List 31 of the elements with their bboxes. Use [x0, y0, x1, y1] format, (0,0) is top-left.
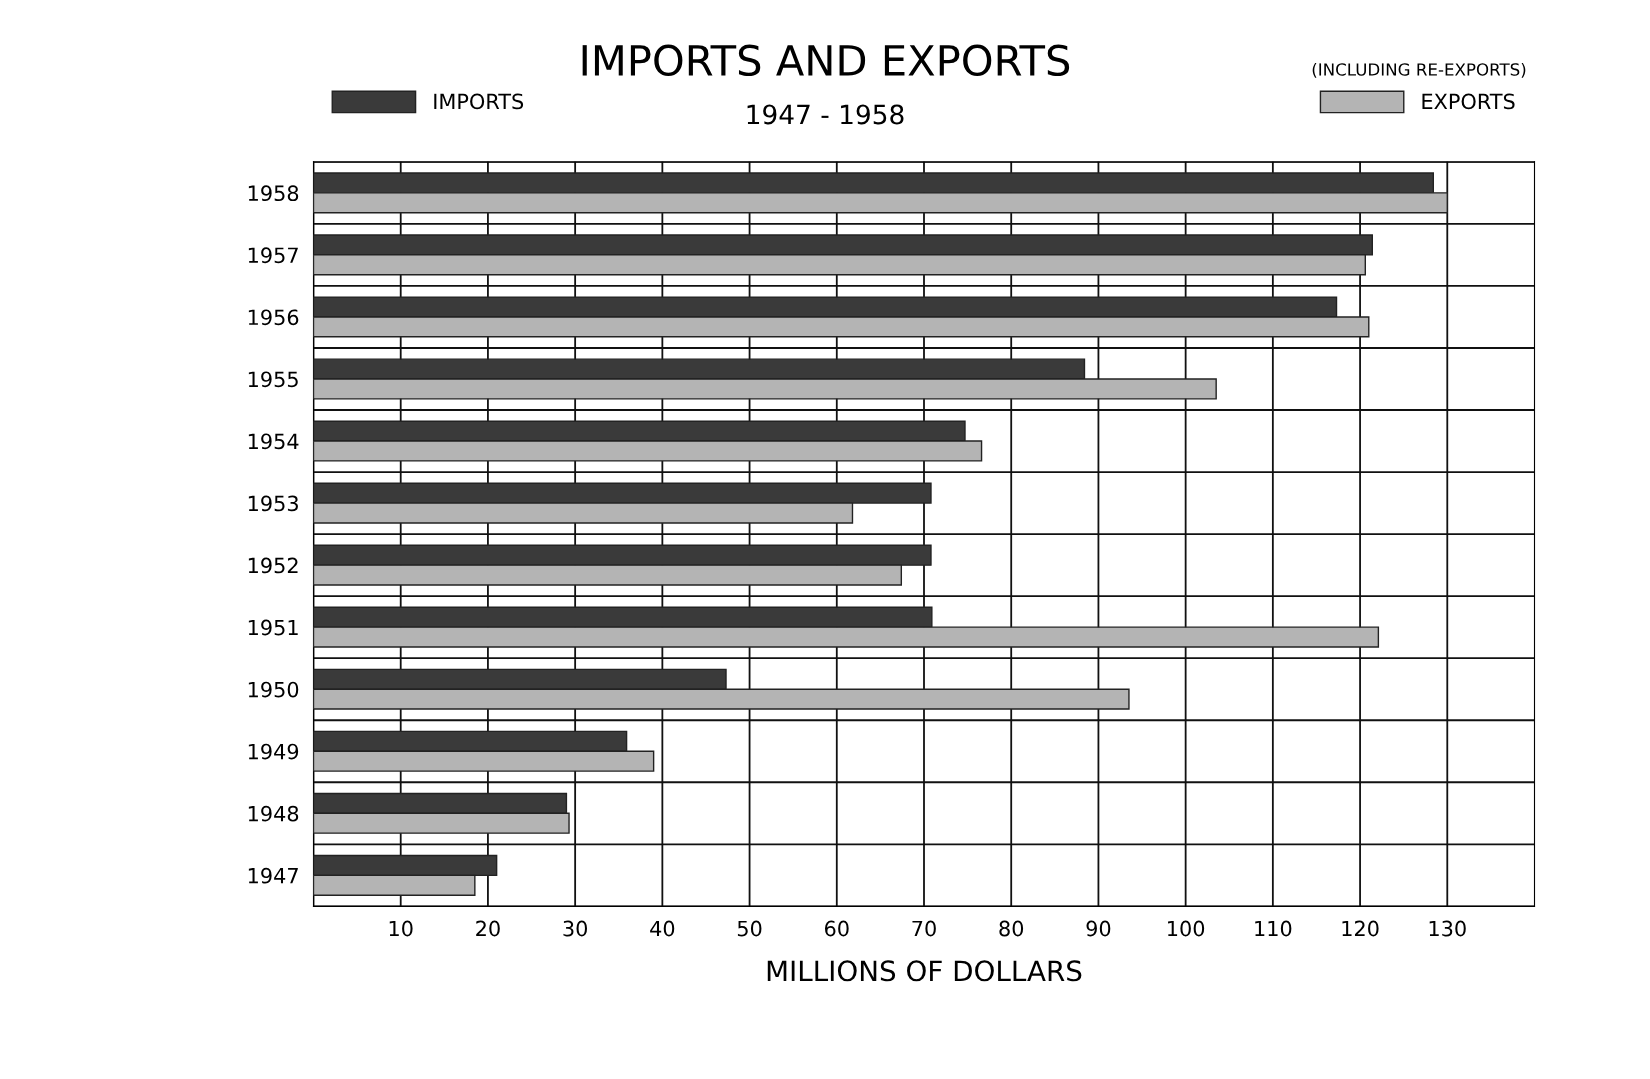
x-tick-label: 10 — [389, 920, 413, 937]
y-tick-label: 1958 — [248, 185, 299, 202]
legend-label: IMPORTS — [434, 93, 524, 110]
x-axis-title: MILLIONS OF DOLLARS — [767, 960, 1082, 982]
x-tick-label: 90 — [1086, 920, 1111, 937]
legend-label: EXPORTS — [1422, 93, 1515, 110]
y-tick-label: 1950 — [248, 681, 299, 698]
x-tick-label: 100 — [1168, 920, 1205, 937]
y-tick-label: 1952 — [248, 557, 298, 574]
x-tick-label: 40 — [650, 920, 675, 937]
x-tick-label: 120 — [1342, 920, 1379, 937]
x-tick-label: 130 — [1429, 920, 1466, 937]
x-tick-label: 30 — [563, 920, 588, 937]
y-tick-label: 1955 — [248, 371, 298, 388]
y-tick-label: 1954 — [248, 433, 299, 450]
chart-subtitle: 1947 - 1958 — [747, 104, 904, 125]
y-tick-label: 1953 — [248, 495, 298, 512]
chart-title: IMPORTS AND EXPORTS — [582, 44, 1070, 77]
x-tick-label: 20 — [476, 920, 500, 937]
y-tick-label: 1949 — [248, 743, 299, 760]
y-tick-label: 1951 — [248, 619, 298, 636]
text: (INCLUDING RE-EXPORTS) — [1312, 62, 1526, 78]
y-tick-label: 1948 — [248, 805, 299, 822]
x-tick-label: 60 — [824, 920, 849, 937]
x-tick-label: 80 — [999, 920, 1024, 937]
x-tick-label: 70 — [912, 920, 936, 937]
x-tick-label: 110 — [1255, 920, 1292, 937]
y-tick-label: 1957 — [248, 247, 298, 264]
x-tick-label: 50 — [737, 920, 762, 937]
y-tick-label: 1947 — [248, 867, 298, 884]
y-tick-label: 1956 — [248, 309, 299, 326]
